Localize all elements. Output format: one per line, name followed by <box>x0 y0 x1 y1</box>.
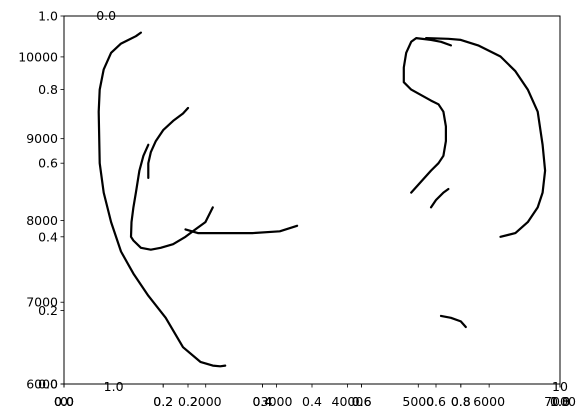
x-extra-b-label-4: 0.8 <box>451 394 471 409</box>
x-extra-a-label-2: 0.4 <box>302 394 322 409</box>
y-secondary-label-1: 7000 <box>26 295 58 310</box>
y-primary-label-5: 1.0 <box>38 9 58 24</box>
x-extra-c-label-0: 1.0 <box>104 379 124 394</box>
y-secondary-label-3: 9000 <box>26 131 58 146</box>
y-secondary-label-2: 8000 <box>26 213 58 228</box>
x-extra-b-label-3: 0.6 <box>352 394 372 409</box>
x-secondary-label-5: 6000 <box>473 394 505 409</box>
x-top-label-0: 0.0 <box>96 8 116 23</box>
y-secondary-label-0: 6000 <box>26 377 58 392</box>
x-extra-b-label-1: 0.2 <box>153 394 173 409</box>
y-primary-label-2: 0.4 <box>38 229 58 244</box>
plot-area <box>64 16 560 384</box>
x-extra-a-label-1: 0.2 <box>178 394 198 409</box>
y-secondary-label-4: 10000 <box>18 49 58 64</box>
x-extra-a-label-3: 0.6 <box>426 394 446 409</box>
y-primary-label-3: 0.6 <box>38 156 58 171</box>
y-primary-label-4: 0.8 <box>38 82 58 97</box>
x-extra-c-label-1: 10 <box>552 379 568 394</box>
x-extra-b-label-0: 0.0 <box>54 394 74 409</box>
x-extra-b-label-5: 1.0 <box>550 394 570 409</box>
x-extra-b-label-2: 0.4 <box>252 394 272 409</box>
